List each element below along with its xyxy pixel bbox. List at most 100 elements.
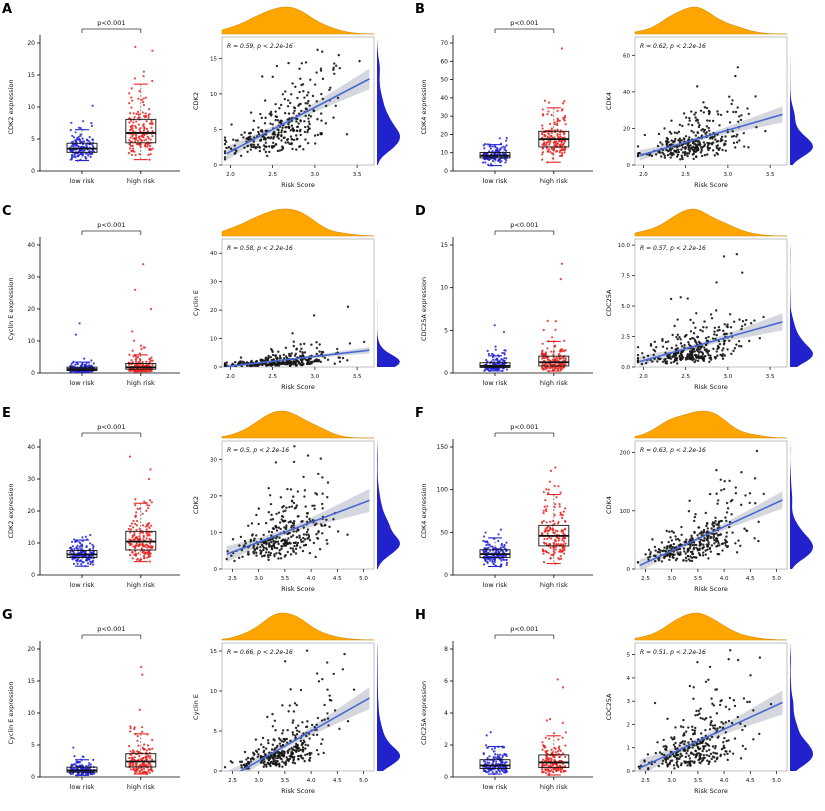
scatterplot-with-marginal-densities: 2.0 2.5 3.0 3.5 0 5 10 15 Risk Score CDK2 R = 0.59… (192, 6, 400, 189)
panel-label: B (415, 2, 425, 17)
svg-text:CDK2 expression: CDK2 expression (7, 483, 15, 538)
svg-text:Risk Score: Risk Score (281, 181, 315, 189)
boxplot-risk-groups: 0 10 20 30 40 CDK2 expression low risk high ris… (7, 423, 180, 589)
figure-panel: B 0 10 20 30 40 50 60 70 CDK4 expression low risk… (415, 2, 819, 201)
svg-text:CDK4 expression: CDK4 expression (420, 483, 428, 538)
figure-panel: E 0 10 20 30 40 CDK2 expression low risk high r… (2, 406, 406, 605)
svg-text:20: 20 (623, 126, 630, 132)
svg-text:40: 40 (210, 251, 217, 257)
svg-text:30: 30 (27, 476, 35, 483)
svg-text:low risk: low risk (483, 379, 508, 387)
svg-text:6: 6 (444, 678, 448, 685)
svg-text:4: 4 (444, 710, 448, 717)
svg-text:0: 0 (444, 370, 448, 377)
svg-text:0: 0 (31, 572, 35, 579)
svg-text:200: 200 (620, 451, 631, 457)
svg-text:5: 5 (214, 729, 218, 735)
svg-text:30: 30 (27, 274, 35, 281)
svg-text:R = 0.59, p < 2.2e-16: R = 0.59, p < 2.2e-16 (227, 43, 293, 50)
svg-text:CDC25A expression: CDC25A expression (420, 681, 428, 745)
svg-text:40: 40 (27, 242, 35, 249)
svg-text:10: 10 (27, 338, 35, 345)
svg-text:CDK4: CDK4 (605, 92, 613, 110)
svg-text:high risk: high risk (540, 379, 568, 387)
svg-text:3.5: 3.5 (766, 172, 775, 178)
svg-text:5.0: 5.0 (359, 778, 368, 784)
svg-text:20: 20 (27, 306, 35, 313)
figure-panel: H 0 2 4 6 8 CDC25A expression low risk high ris… (415, 608, 819, 807)
svg-text:p<0.001: p<0.001 (510, 423, 538, 431)
svg-text:Cyclin E expression: Cyclin E expression (7, 278, 15, 341)
svg-text:R = 0.66, p < 2.2e-16: R = 0.66, p < 2.2e-16 (227, 649, 293, 656)
svg-text:10: 10 (210, 689, 217, 695)
svg-text:2.5: 2.5 (621, 335, 630, 341)
svg-text:4.0: 4.0 (307, 576, 316, 582)
svg-text:5: 5 (214, 127, 218, 133)
svg-text:3.5: 3.5 (694, 576, 703, 582)
svg-text:Cyclin E: Cyclin E (192, 694, 200, 720)
svg-text:0: 0 (31, 370, 35, 377)
svg-text:3.5: 3.5 (353, 172, 362, 178)
svg-text:10: 10 (440, 285, 448, 292)
svg-text:CDC25A: CDC25A (605, 289, 613, 316)
svg-text:15: 15 (210, 649, 217, 655)
svg-text:CDK4 expression: CDK4 expression (420, 79, 428, 134)
svg-text:5.0: 5.0 (772, 576, 781, 582)
svg-text:7.5: 7.5 (621, 274, 630, 280)
svg-text:2.0: 2.0 (226, 374, 235, 380)
svg-text:50: 50 (440, 77, 448, 84)
svg-text:2.5: 2.5 (228, 576, 237, 582)
svg-text:CDK2: CDK2 (192, 92, 200, 110)
svg-text:0: 0 (214, 769, 218, 775)
svg-text:20: 20 (440, 131, 448, 138)
svg-text:3.0: 3.0 (254, 778, 263, 784)
svg-text:70: 70 (440, 40, 448, 47)
svg-text:3.5: 3.5 (353, 374, 362, 380)
figure-panel: A 0 5 10 15 20 CDK2 expression low risk high ri… (2, 2, 406, 201)
svg-text:low risk: low risk (70, 177, 95, 185)
svg-text:10: 10 (27, 540, 35, 547)
svg-text:20: 20 (27, 40, 35, 47)
svg-text:CDK4: CDK4 (605, 496, 613, 514)
svg-text:5: 5 (444, 327, 448, 334)
svg-text:2.5: 2.5 (268, 374, 277, 380)
scatterplot-with-marginal-densities: 2.5 3.0 3.5 4.0 4.5 5.0 0 5 10 15 Risk Score Cyclin… (192, 612, 400, 795)
svg-text:high risk: high risk (540, 783, 568, 791)
svg-text:Cyclin E: Cyclin E (192, 290, 200, 316)
svg-text:R = 0.57, p < 2.2e-16: R = 0.57, p < 2.2e-16 (640, 245, 706, 252)
svg-text:0: 0 (214, 567, 218, 573)
svg-text:150: 150 (437, 444, 449, 451)
svg-text:0: 0 (31, 774, 35, 781)
svg-text:high risk: high risk (540, 581, 568, 589)
svg-text:40: 40 (440, 95, 448, 102)
svg-text:3.0: 3.0 (724, 374, 733, 380)
svg-text:3.5: 3.5 (281, 576, 290, 582)
panel-label: C (2, 204, 12, 219)
svg-text:0: 0 (444, 774, 448, 781)
svg-text:Risk Score: Risk Score (281, 585, 315, 593)
svg-text:p<0.001: p<0.001 (97, 221, 125, 229)
svg-text:low risk: low risk (70, 581, 95, 589)
svg-text:CDC25A expression: CDC25A expression (420, 277, 428, 341)
svg-text:p<0.001: p<0.001 (97, 625, 125, 633)
svg-text:2.0: 2.0 (639, 172, 648, 178)
svg-text:4.0: 4.0 (720, 576, 729, 582)
figure-panel: C 0 10 20 30 40 Cyclin E expression low risk hi… (2, 204, 406, 403)
svg-text:R = 0.62, p < 2.2e-16: R = 0.62, p < 2.2e-16 (640, 43, 706, 50)
svg-text:3.0: 3.0 (311, 374, 320, 380)
svg-text:15: 15 (210, 56, 217, 62)
svg-text:30: 30 (210, 457, 217, 463)
figure-panel: D 0 5 10 15 CDC25A expression low risk high ri… (415, 204, 819, 403)
svg-text:2.5: 2.5 (228, 778, 237, 784)
panel-label: G (2, 608, 13, 623)
svg-text:0: 0 (627, 163, 631, 169)
boxplot-risk-groups: 0 5 10 15 CDC25A expression low risk high risk… (420, 221, 593, 387)
svg-text:high risk: high risk (127, 379, 155, 387)
svg-text:15: 15 (440, 242, 448, 249)
svg-text:3.0: 3.0 (311, 172, 320, 178)
svg-text:3.0: 3.0 (724, 172, 733, 178)
svg-text:low risk: low risk (70, 783, 95, 791)
svg-text:R = 0.63, p < 2.2e-16: R = 0.63, p < 2.2e-16 (640, 447, 706, 454)
